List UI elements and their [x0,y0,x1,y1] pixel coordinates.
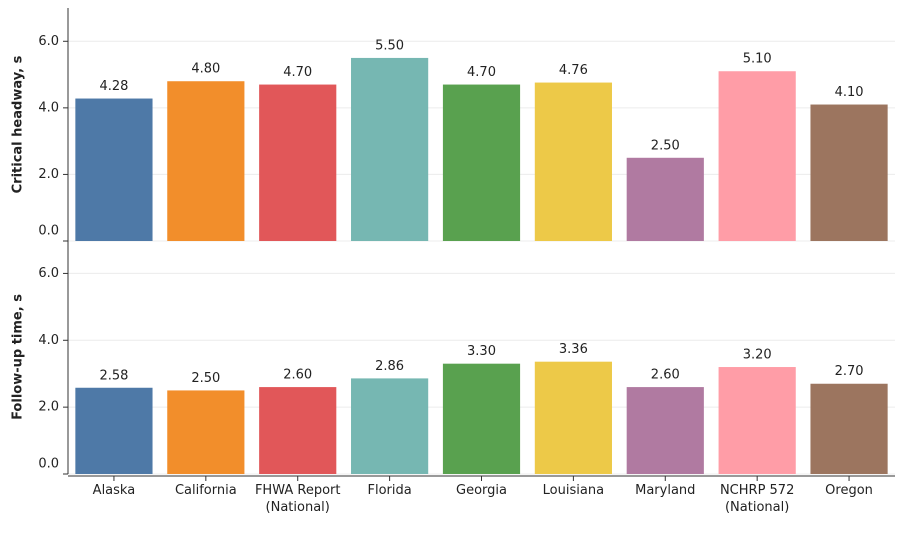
x-tick-label: Louisiana [542,483,605,498]
y-axis-label: Follow-up time, s [11,294,26,420]
y-axis-label: Critical headway, s [11,55,26,193]
value-label: 4.28 [99,79,128,94]
value-label: 2.50 [651,138,680,153]
y-tick-label: 4.0 [38,333,59,348]
value-label: 2.86 [375,359,404,374]
value-label: 5.50 [375,38,404,53]
bar [626,387,704,474]
y-tick-label: 2.0 [38,167,59,182]
y-tick-label: 6.0 [38,266,59,281]
bar [718,71,796,241]
x-tick-label: Maryland [635,483,696,498]
value-label: 4.80 [191,62,220,77]
x-tick-label: Florida [367,483,412,498]
x-tick-label: California [174,483,237,498]
bar [718,367,796,474]
bar [534,361,612,474]
bar [351,57,429,241]
bar [442,363,521,474]
value-label: 2.58 [99,368,128,383]
x-tick-label: FHWA Report (National) [254,483,341,515]
y-tick-label: 0.0 [38,224,59,239]
bar [442,84,521,241]
value-label: 2.60 [283,368,312,383]
bar [626,157,704,241]
bar [75,387,153,474]
x-tick-label: Georgia [456,483,507,498]
y-tick-label: 6.0 [38,34,59,49]
bar [167,390,245,474]
value-label: 4.10 [835,85,864,100]
x-tick-label: Alaska [92,483,136,498]
x-tick-label: NCHRP 572 (National) [719,483,795,515]
value-label: 4.76 [559,63,588,78]
value-label: 2.50 [191,371,220,386]
y-tick-label: 2.0 [38,400,59,415]
y-tick-label: 0.0 [38,457,59,472]
bar [810,383,888,474]
value-label: 3.30 [467,344,496,359]
value-label: 2.60 [651,368,680,383]
bar [259,387,337,474]
value-label: 4.70 [467,65,496,80]
y-tick-label: 4.0 [38,100,59,115]
bar [259,84,337,241]
value-label: 3.36 [559,342,588,357]
bar [75,98,153,241]
bar [351,378,429,474]
bar [534,82,612,241]
bar [810,104,888,242]
value-label: 4.70 [283,65,312,80]
value-label: 5.10 [743,52,772,67]
x-tick-label: Oregon [825,483,873,498]
bar [167,81,245,241]
value-label: 2.70 [835,364,864,379]
value-label: 3.20 [743,348,772,363]
